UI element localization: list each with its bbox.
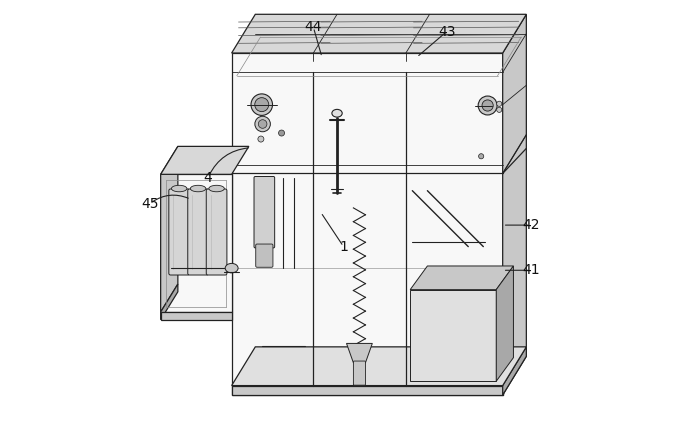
Ellipse shape: [172, 185, 187, 192]
Circle shape: [482, 100, 493, 111]
Text: 41: 41: [522, 263, 539, 277]
Text: 43: 43: [438, 25, 455, 39]
Circle shape: [497, 101, 502, 107]
Circle shape: [255, 116, 271, 132]
Circle shape: [497, 107, 502, 113]
FancyBboxPatch shape: [256, 244, 273, 267]
Ellipse shape: [209, 185, 225, 192]
Ellipse shape: [190, 185, 206, 192]
Polygon shape: [410, 290, 496, 381]
Circle shape: [251, 94, 273, 116]
Polygon shape: [346, 343, 372, 363]
Polygon shape: [232, 14, 526, 53]
Polygon shape: [161, 284, 178, 320]
Ellipse shape: [332, 110, 342, 117]
Circle shape: [278, 130, 284, 136]
FancyBboxPatch shape: [169, 189, 190, 275]
Polygon shape: [232, 347, 526, 385]
Text: 45: 45: [141, 197, 159, 210]
Text: 44: 44: [304, 20, 322, 34]
Circle shape: [479, 154, 484, 159]
Circle shape: [258, 120, 267, 128]
Circle shape: [478, 96, 497, 115]
Polygon shape: [161, 146, 249, 174]
Polygon shape: [161, 312, 232, 320]
Polygon shape: [161, 174, 232, 312]
Circle shape: [258, 136, 264, 142]
Text: 4: 4: [203, 171, 212, 185]
Text: 42: 42: [522, 218, 539, 232]
Circle shape: [255, 98, 269, 112]
Polygon shape: [410, 266, 513, 290]
Ellipse shape: [225, 263, 238, 273]
FancyBboxPatch shape: [188, 189, 208, 275]
Polygon shape: [503, 14, 526, 395]
Polygon shape: [232, 53, 503, 395]
Polygon shape: [503, 347, 526, 395]
FancyBboxPatch shape: [254, 177, 275, 248]
Polygon shape: [496, 266, 513, 381]
Text: 1: 1: [339, 239, 348, 254]
Polygon shape: [232, 385, 503, 395]
FancyBboxPatch shape: [353, 361, 365, 385]
Polygon shape: [161, 146, 178, 312]
FancyBboxPatch shape: [206, 189, 227, 275]
